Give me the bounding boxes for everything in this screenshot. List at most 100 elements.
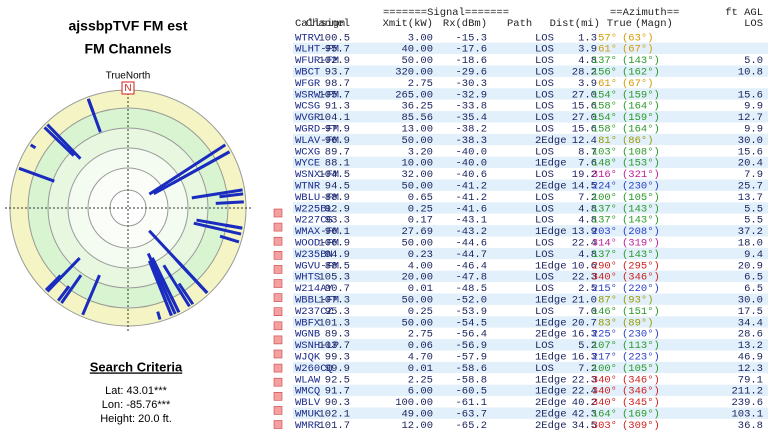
table-cell: 81° (598, 135, 617, 147)
table-cell: LOS (535, 215, 554, 227)
table-cell: LOS (535, 249, 554, 261)
row-icon (273, 349, 283, 359)
table-cell: W235BN (295, 249, 333, 261)
table-cell: -52.0 (455, 294, 487, 306)
table-cell: 0.01 (408, 283, 433, 295)
table-cell: 154° (592, 112, 617, 124)
table-cell: 2.5 (578, 283, 597, 295)
signal-ray (148, 143, 227, 196)
table-cell: 2Edge (535, 397, 567, 409)
column-header: True (607, 18, 632, 30)
table-cell: WJQK (295, 351, 321, 363)
table-cell: 2Edge (535, 329, 567, 341)
table-row (293, 190, 768, 203)
table-cell: 154° (592, 89, 617, 101)
table-cell: 37.2 (738, 226, 763, 238)
table-cell: -41.2 (455, 180, 487, 192)
table-cell: 303° (592, 420, 617, 431)
table-cell: 30.0 (738, 294, 763, 306)
column-header: Xmit(kW) (383, 18, 433, 30)
table-cell: (113°) (622, 340, 660, 352)
table-cell: 211.2 (731, 386, 763, 398)
table-cell: -56.4 (455, 329, 487, 341)
table-cell: 104.5 (318, 169, 350, 181)
row-icon (273, 321, 283, 331)
table-cell: 88.9 (325, 192, 350, 204)
table-cell: WSNH-LP (295, 340, 339, 352)
table-cell: LOS (535, 32, 554, 44)
table-cell: 107° (592, 340, 617, 352)
table-cell: 1Edge (535, 374, 567, 386)
table-cell: LOS (535, 340, 554, 352)
table-cell: WCXG (295, 146, 320, 158)
table-cell: LOS (535, 363, 554, 375)
table-cell: 50.00 (401, 180, 433, 192)
table-cell: (309°) (622, 420, 660, 431)
table-cell: WMCQ (295, 386, 320, 398)
table-cell: 100.5 (318, 32, 350, 44)
table-cell: 100° (592, 192, 617, 204)
column-header: Rx(dBm) (443, 18, 487, 30)
table-cell: 20.7 (572, 317, 597, 329)
table-cell: 340° (592, 272, 617, 284)
signal-ray (46, 123, 82, 160)
table-cell: 101.7 (318, 420, 350, 431)
signal-ray (156, 311, 162, 320)
signal-ray (18, 166, 55, 183)
table-cell: -58.8 (455, 374, 487, 386)
table-cell: 137° (592, 249, 617, 261)
table-cell: 5.5 (744, 215, 763, 227)
table-cell: 1Edge (535, 317, 567, 329)
table-cell: 146° (592, 306, 617, 318)
table-cell: 89.7 (325, 146, 350, 158)
north-label: TrueNorth (106, 71, 151, 82)
table-cell: 1Edge (535, 260, 567, 272)
table-cell: 22.4 (572, 386, 597, 398)
column-header: Channel (306, 18, 350, 30)
table-cell: (230°) (622, 329, 660, 341)
table-cell: WMRR (295, 420, 321, 431)
signal-ray (177, 282, 195, 306)
table-cell: (86°) (622, 135, 654, 147)
table-cell: 2.75 (408, 329, 433, 341)
table-cell: 12.00 (401, 420, 433, 431)
table-row (293, 418, 768, 431)
table-cell: 5.0 (744, 55, 763, 67)
table-cell: 13.2 (738, 340, 763, 352)
table-cell: WBLV (295, 397, 321, 409)
table-cell: WMAX-FM (295, 226, 339, 238)
table-cell: WSRW-FM (295, 89, 339, 101)
table-cell: 340° (592, 374, 617, 386)
table-cell: 9.4 (744, 249, 763, 261)
table-cell: 6.00 (408, 386, 433, 398)
table-cell: LOS (535, 203, 554, 215)
signal-ray (219, 234, 240, 244)
table-cell: 97.9 (325, 123, 350, 135)
table-row (293, 54, 768, 66)
row-icon (273, 391, 283, 401)
table-cell: 10.00 (401, 158, 433, 170)
row-icon (273, 293, 283, 302)
table-cell: 96.9 (325, 135, 350, 147)
table-cell: WLAW (295, 374, 321, 386)
table-cell: (321°) (622, 169, 660, 181)
table-cell: (159°) (622, 112, 660, 124)
table-cell: 95.3 (325, 306, 350, 318)
table-cell: 215° (592, 283, 617, 295)
table-cell: 88.5 (325, 260, 350, 272)
table-cell: 6.5 (744, 283, 763, 295)
table-cell: 137° (592, 55, 617, 67)
table-row (293, 133, 768, 146)
table-cell: WYCE (295, 158, 320, 170)
table-cell: 94.5 (325, 180, 350, 192)
table-cell: 314° (592, 237, 617, 249)
table-cell: WFGR (295, 78, 321, 90)
table-cell: 57° (598, 32, 617, 44)
row-icon (273, 265, 283, 274)
table-cell: 87° (598, 294, 617, 306)
column-header: LOS (744, 18, 763, 30)
table-cell: -48.5 (455, 283, 487, 295)
signal-ray (171, 150, 231, 185)
signal-ray (146, 252, 177, 315)
table-cell: 156° (592, 66, 617, 78)
